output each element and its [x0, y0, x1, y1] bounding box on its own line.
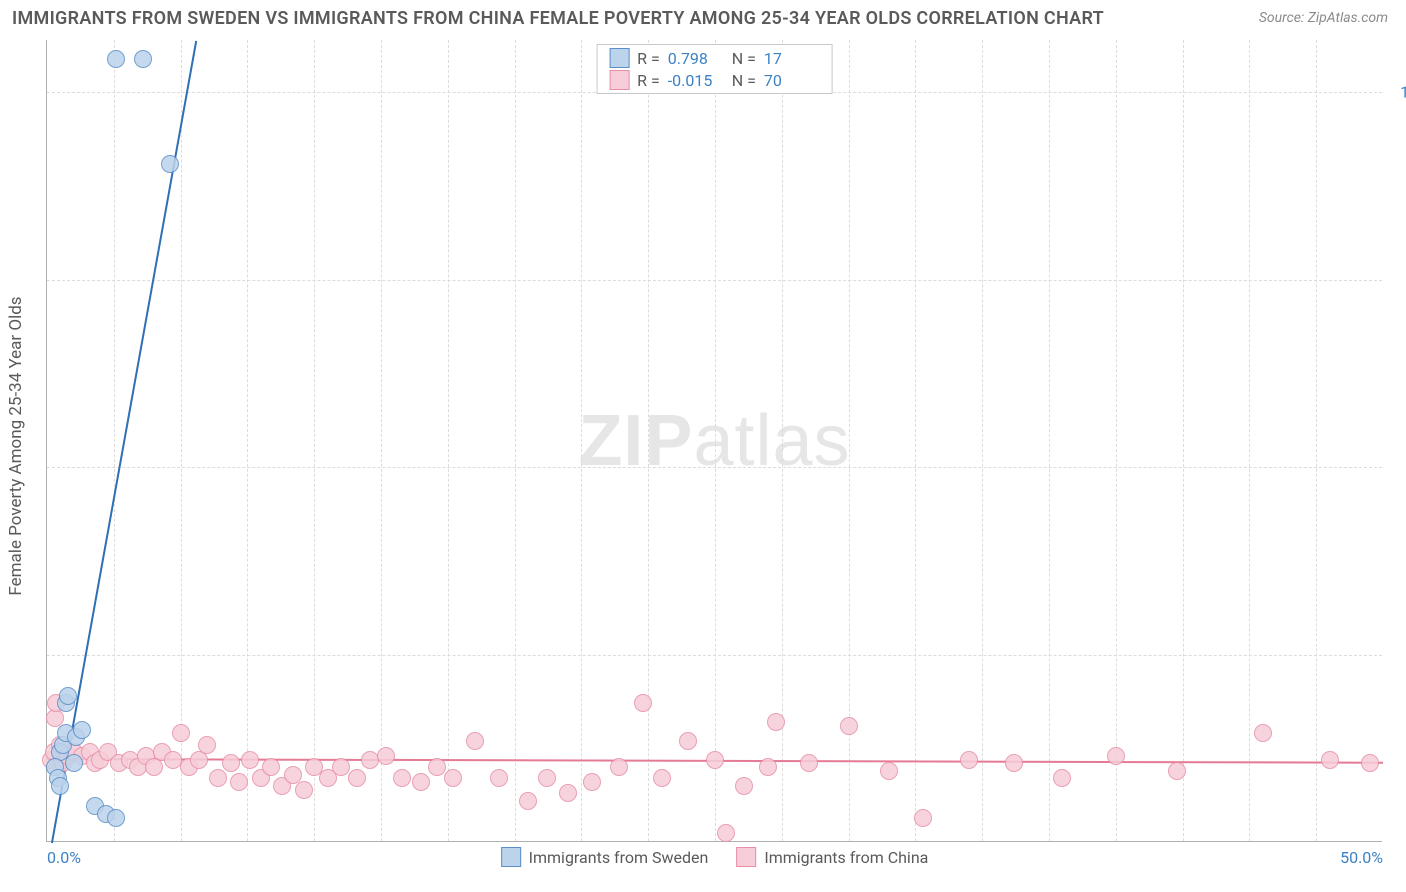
gridline-vertical: [381, 40, 382, 841]
r-value: 0.798: [668, 49, 724, 68]
y-tick-label: 75.0%: [1392, 270, 1406, 289]
data-point: [65, 754, 83, 772]
n-value: 70: [764, 71, 820, 90]
data-point: [759, 758, 777, 776]
data-point: [583, 773, 601, 791]
gridline-vertical: [715, 40, 716, 841]
data-point: [428, 758, 446, 776]
data-point: [59, 687, 77, 705]
data-point: [840, 717, 858, 735]
series-legend: Immigrants from Sweden Immigrants from Ch…: [501, 847, 929, 867]
data-point: [735, 777, 753, 795]
data-point: [412, 773, 430, 791]
legend-swatch: [609, 70, 629, 90]
gridline-vertical: [581, 40, 582, 841]
r-label: R =: [637, 49, 660, 68]
data-point: [1107, 747, 1125, 765]
data-point: [262, 758, 280, 776]
y-tick-label: 25.0%: [1392, 645, 1406, 664]
data-point: [107, 809, 125, 827]
gridline-vertical: [1316, 40, 1317, 841]
data-point: [241, 751, 259, 769]
data-point: [519, 792, 537, 810]
data-point: [1254, 724, 1272, 742]
gridline-vertical: [247, 40, 248, 841]
data-point: [393, 769, 411, 787]
data-point: [706, 751, 724, 769]
data-point: [1321, 751, 1339, 769]
y-axis-label: Female Poverty Among 25-34 Year Olds: [6, 296, 26, 595]
data-point: [198, 736, 216, 754]
data-point: [209, 769, 227, 787]
data-point: [1168, 762, 1186, 780]
n-label: N =: [732, 49, 756, 68]
data-point: [679, 732, 697, 750]
data-point: [222, 754, 240, 772]
data-point: [634, 694, 652, 712]
data-point: [538, 769, 556, 787]
data-point: [610, 758, 628, 776]
data-point: [377, 747, 395, 765]
data-point: [73, 721, 91, 739]
r-value: -0.015: [668, 71, 724, 90]
gridline-vertical: [515, 40, 516, 841]
data-point: [880, 762, 898, 780]
r-label: R =: [637, 71, 660, 90]
data-point: [161, 155, 179, 173]
data-point: [960, 751, 978, 769]
legend-label: Immigrants from Sweden: [529, 848, 709, 867]
data-point: [444, 769, 462, 787]
data-point: [490, 769, 508, 787]
data-point: [230, 773, 248, 791]
legend-swatch: [609, 48, 629, 68]
gridline-vertical: [915, 40, 916, 841]
gridline-vertical: [1049, 40, 1050, 841]
data-point: [134, 50, 152, 68]
data-point: [1005, 754, 1023, 772]
data-point: [1361, 754, 1379, 772]
x-tick-label: 50.0%: [1340, 848, 1383, 867]
gridline-vertical: [1183, 40, 1184, 841]
gridline-vertical: [1249, 40, 1250, 841]
data-point: [800, 754, 818, 772]
scatter-plot-area: ZIPatlas 25.0%50.0%75.0%100.0%0.0%50.0%R…: [46, 40, 1382, 842]
data-point: [348, 769, 366, 787]
source-link[interactable]: ZipAtlas.com: [1308, 10, 1388, 26]
data-point: [653, 769, 671, 787]
chart-title: IMMIGRANTS FROM SWEDEN VS IMMIGRANTS FRO…: [12, 8, 1104, 29]
gridline-vertical: [314, 40, 315, 841]
correlation-legend-row: R = 0.798 N = 17: [597, 47, 832, 69]
n-value: 17: [764, 49, 820, 68]
x-tick-label: 0.0%: [47, 848, 81, 867]
data-point: [559, 784, 577, 802]
data-point: [332, 758, 350, 776]
data-point: [172, 724, 190, 742]
correlation-legend-row: R = -0.015 N = 70: [597, 69, 832, 91]
data-point: [914, 809, 932, 827]
source-attribution: Source: ZipAtlas.com: [1259, 10, 1388, 26]
gridline-vertical: [448, 40, 449, 841]
data-point: [767, 713, 785, 731]
correlation-legend: R = 0.798 N = 17 R = -0.015 N = 70: [596, 44, 833, 94]
gridline-vertical: [648, 40, 649, 841]
data-point: [466, 732, 484, 750]
data-point: [717, 824, 735, 842]
legend-label: Immigrants from China: [764, 848, 928, 867]
gridline-vertical: [982, 40, 983, 841]
data-point: [1053, 769, 1071, 787]
source-label: Source:: [1259, 10, 1304, 26]
legend-swatch: [501, 847, 521, 867]
data-point: [107, 50, 125, 68]
legend-item: Immigrants from Sweden: [501, 847, 709, 867]
data-point: [295, 781, 313, 799]
legend-swatch: [736, 847, 756, 867]
legend-item: Immigrants from China: [736, 847, 928, 867]
y-tick-label: 50.0%: [1392, 458, 1406, 477]
gridline-vertical: [1116, 40, 1117, 841]
y-tick-label: 100.0%: [1392, 83, 1406, 102]
n-label: N =: [732, 71, 756, 90]
gridline-vertical: [181, 40, 182, 841]
data-point: [51, 777, 69, 795]
gridline-vertical: [114, 40, 115, 841]
